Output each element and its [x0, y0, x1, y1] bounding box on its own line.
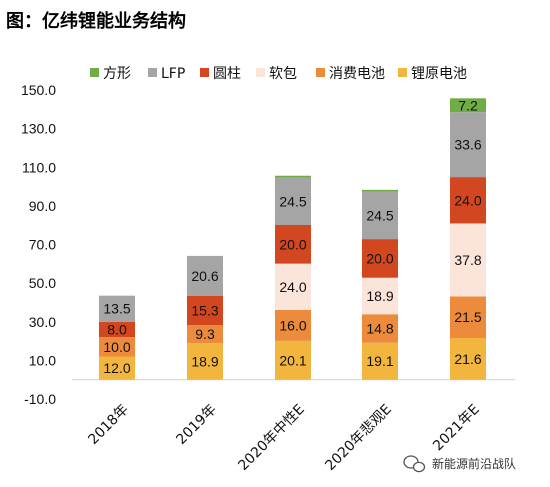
x-category-label: 2021年E: [430, 402, 483, 455]
y-tick-label: 30.0: [29, 314, 56, 330]
bar-segment: [362, 342, 398, 380]
x-category-label: 2018年: [85, 402, 131, 448]
legend-label: 锂原电池: [411, 66, 467, 82]
data-label: 9.3: [195, 326, 215, 342]
data-label: 24.0: [454, 192, 481, 208]
data-label: 37.8: [454, 252, 481, 268]
bar-segment: [275, 309, 311, 341]
bar-segment: [99, 337, 135, 357]
bar-segment: [275, 340, 311, 380]
data-label: 21.5: [454, 309, 481, 325]
bar-segment: [450, 112, 486, 178]
legend-swatch: [200, 68, 209, 77]
bar-segment: [99, 356, 135, 380]
data-label: 33.6: [454, 137, 481, 153]
data-label: 20.1: [279, 352, 306, 368]
y-tick-label: 130.0: [21, 121, 56, 137]
legend-swatch: [148, 68, 157, 77]
bar-segment: [450, 223, 486, 297]
data-label: 20.6: [191, 268, 218, 284]
watermark-text: 新能源前沿战队: [432, 456, 516, 471]
x-category-label: 2020年悲观E: [322, 401, 395, 474]
y-tick-label: -10.0: [24, 391, 56, 407]
bar-segment: [187, 255, 223, 296]
wechat-icon: [403, 455, 426, 473]
legend-label: 圆柱: [213, 66, 241, 82]
y-tick-label: 90.0: [29, 198, 56, 214]
x-axis-categories: 2018年 2019年 2020年中性E 2020年悲观E 2021年E: [85, 401, 482, 474]
bar-stack: 18.9 9.3 15.3 20.6: [187, 255, 223, 380]
bar-segment: [275, 224, 311, 264]
legend-label: 软包: [269, 66, 297, 82]
data-label: 18.9: [191, 353, 218, 369]
bar-segment: [275, 263, 311, 310]
y-tick-label: 10.0: [29, 352, 56, 368]
bar-stack: 12.0 10.0 8.0 13.5: [99, 295, 135, 380]
data-label: 20.0: [279, 236, 306, 252]
y-axis: -10.0 10.0 30.0 50.0 70.0 90.0 110.0 130.0 150.0: [21, 82, 515, 407]
legend-label: LFP: [161, 66, 185, 82]
data-label: 15.3: [191, 302, 218, 318]
x-category-label: 2019年: [173, 402, 219, 448]
data-label: 14.8: [366, 321, 393, 337]
bar-segment: [450, 296, 486, 338]
y-tick-label: 110.0: [22, 159, 56, 175]
bar-segment: [275, 175, 311, 178]
data-label: 18.9: [366, 288, 393, 304]
bar-segment: [187, 343, 223, 380]
data-label: 24.5: [279, 193, 306, 209]
x-category-label: 2020年中性E: [235, 402, 307, 474]
y-tick-label: 150.0: [21, 82, 56, 98]
bar-segment: [450, 177, 486, 224]
data-label: 24.5: [366, 207, 393, 223]
y-tick-label: 50.0: [29, 275, 56, 291]
bars: 12.0 10.0 8.0 13.5 18.9 9.3 15.3 20.6 20.1 16.0 24…: [99, 97, 486, 380]
bar-stack: 21.6 21.5 37.8 24.0 33.6 7.2: [450, 97, 486, 380]
bar-segment: [450, 337, 486, 380]
bar-segment: [450, 98, 486, 113]
data-label: 13.5: [103, 301, 130, 317]
bar-segment: [99, 321, 135, 338]
bar-segment: [362, 189, 398, 192]
watermark: 新能源前沿战队: [403, 455, 516, 473]
bar-segment: [362, 314, 398, 343]
bar-stack: 20.1 16.0 24.0 20.0 24.5: [275, 175, 311, 380]
bar-segment: [187, 325, 223, 344]
legend-swatch: [256, 68, 265, 77]
data-label: 10.0: [103, 339, 130, 355]
legend-swatch: [316, 68, 325, 77]
legend-label: 消费电池: [329, 66, 385, 82]
bar-stack: 19.1 14.8 18.9 20.0 24.5: [362, 189, 398, 380]
bar-segment: [362, 239, 398, 278]
data-label: 24.0: [279, 279, 306, 295]
y-tick-label: 70.0: [29, 237, 56, 253]
data-label: 16.0: [279, 317, 306, 333]
data-label: 8.0: [107, 321, 127, 337]
data-label: 19.1: [366, 353, 393, 369]
chart-title: 图：亿纬锂能业务结构: [6, 10, 186, 32]
bar-segment: [275, 177, 311, 225]
legend-label: 方形: [103, 66, 131, 82]
bar-segment: [99, 295, 135, 322]
data-label: 7.2: [458, 97, 478, 113]
data-label: 20.0: [366, 250, 393, 266]
data-label: 12.0: [103, 360, 130, 376]
bar-segment: [362, 277, 398, 315]
legend-swatch: [398, 68, 407, 77]
legend-swatch: [90, 68, 99, 77]
bar-segment: [187, 295, 223, 326]
data-label: 21.6: [454, 351, 481, 367]
bar-segment: [362, 191, 398, 240]
legend: 方形 LFP 圆柱 软包 消费电池 锂原电池: [90, 66, 467, 82]
